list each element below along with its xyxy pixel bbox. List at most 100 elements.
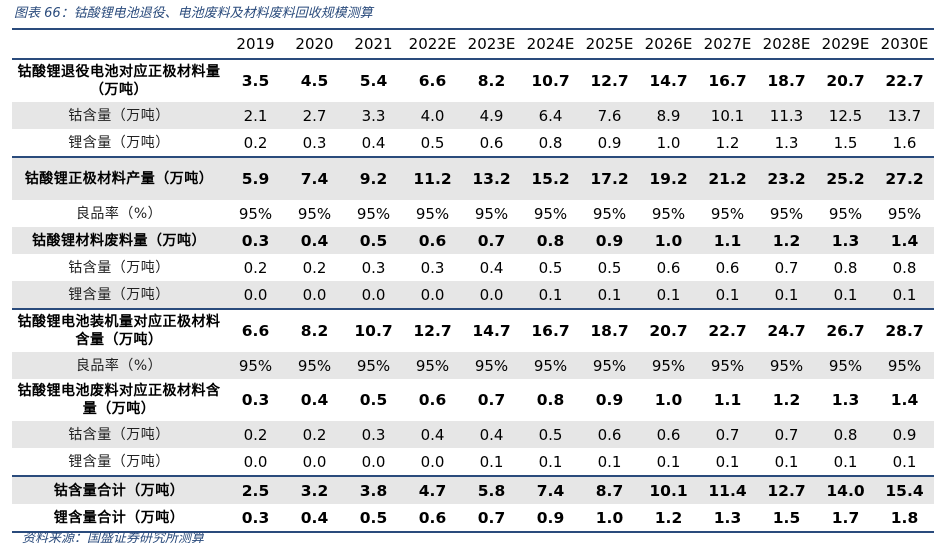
value-cell: 19.2 (639, 156, 698, 200)
value-cell: 24.7 (757, 308, 816, 352)
value-cell: 0.7 (698, 421, 757, 448)
row-label: 钴酸锂退役电池对应正极材料量（万吨） (12, 58, 226, 102)
value-cell: 26.7 (816, 308, 875, 352)
value-cell: 0.9 (521, 504, 580, 533)
value-cell: 0.1 (521, 281, 580, 309)
value-cell: 7.4 (521, 475, 580, 504)
value-cell: 0.2 (243, 133, 268, 152)
row-label: 良品率（%） (75, 205, 163, 222)
table-row: 锂含量（万吨） 0.0 0.0 0.0 0.0 0.1 0.1 0.1 0.1 0.1 0.1 0.1… (12, 448, 934, 476)
value-cell: 5.9 (226, 156, 285, 200)
value-cell: 95% (639, 352, 698, 379)
value-cell: 95% (521, 352, 580, 379)
value-cell: 5.8 (462, 475, 521, 504)
value-cell: 0.6 (403, 227, 462, 254)
value-cell: 8.2 (462, 58, 521, 102)
value-cell: 1.4 (890, 391, 919, 409)
value-cell: 0.6 (479, 133, 504, 152)
value-cell: 0.8 (538, 133, 563, 152)
table-row: 锂含量合计（万吨） 0.3 0.4 0.5 0.6 0.7 0.9 1.0 1.2 1.3 1.5 1… (12, 504, 934, 533)
value-cell: 3.8 (344, 475, 403, 504)
value-cell: 95% (828, 204, 863, 223)
row-label: 锂含量（万吨） (68, 134, 170, 151)
value-cell: 1.5 (833, 133, 858, 152)
year-cell: 2029E (821, 35, 870, 53)
year-cell: 2019 (236, 35, 275, 53)
year-cell: 2026E (644, 35, 693, 53)
value-cell: 12.7 (757, 475, 816, 504)
value-cell: 0.4 (462, 421, 521, 448)
value-cell: 0.5 (521, 421, 580, 448)
value-cell: 0.7 (477, 391, 506, 409)
value-cell: 2.1 (226, 102, 285, 129)
value-cell: 0.5 (344, 504, 403, 533)
value-cell: 95% (356, 204, 391, 223)
value-cell: 1.2 (757, 227, 816, 254)
value-cell: 0.6 (418, 391, 447, 409)
value-cell: 1.2 (715, 133, 740, 152)
value-cell: 20.7 (816, 58, 875, 102)
value-cell: 0.7 (462, 227, 521, 254)
value-cell: 95% (651, 204, 686, 223)
value-cell: 8.7 (580, 475, 639, 504)
value-cell: 0.7 (774, 258, 799, 277)
value-cell: 0.8 (521, 227, 580, 254)
table-row: 钴含量（万吨） 0.2 0.2 0.3 0.3 0.4 0.5 0.5 0.6 0.6 0.7 0.8… (12, 254, 934, 281)
value-cell: 0.1 (698, 281, 757, 309)
row-label: 良品率（%） (12, 352, 226, 379)
value-cell: 0.3 (302, 133, 327, 152)
value-cell: 16.7 (521, 308, 580, 352)
table-row: 良品率（%） 95% 95% 95% 95% 95% 95% 95% 95% 95% 95% 95% 9… (12, 200, 934, 227)
value-cell: 1.7 (816, 504, 875, 533)
value-cell: 5.4 (344, 58, 403, 102)
value-cell: 3.3 (344, 102, 403, 129)
value-cell: 0.1 (816, 281, 875, 309)
value-cell: 95% (592, 204, 627, 223)
value-cell: 0.8 (892, 258, 917, 277)
table-row: 钴酸锂电池废料对应正极材料含量（万吨） 0.3 0.4 0.5 0.6 0.7 0.8 0.9… (12, 379, 934, 421)
row-label: 锂含量合计（万吨） (12, 504, 226, 533)
value-cell: 95% (769, 204, 804, 223)
value-cell: 1.3 (774, 133, 799, 152)
header-label-cell (12, 30, 226, 59)
value-cell: 3.2 (285, 475, 344, 504)
table-row: 锂含量（万吨） 0.0 0.0 0.0 0.0 0.0 0.1 0.1 0.1 0.1 0.1 0.1… (12, 281, 934, 309)
value-cell: 95% (403, 352, 462, 379)
value-cell: 15.2 (521, 156, 580, 200)
value-cell: 12.5 (816, 102, 875, 129)
value-cell: 1.1 (698, 227, 757, 254)
row-label: 锂含量（万吨） (68, 453, 170, 470)
value-cell: 13.2 (462, 156, 521, 200)
value-cell: 0.4 (361, 133, 386, 152)
value-cell: 22.7 (698, 308, 757, 352)
value-cell: 95% (462, 352, 521, 379)
value-cell: 1.0 (654, 391, 683, 409)
value-cell: 95% (757, 352, 816, 379)
value-cell: 95% (474, 204, 509, 223)
value-cell: 0.0 (302, 452, 327, 471)
value-cell: 10.1 (698, 102, 757, 129)
value-cell: 12.7 (403, 308, 462, 352)
value-cell: 95% (344, 352, 403, 379)
value-cell: 0.6 (639, 421, 698, 448)
value-cell: 0.0 (420, 452, 445, 471)
value-cell: 0.2 (285, 421, 344, 448)
value-cell: 1.0 (580, 504, 639, 533)
value-cell: 0.5 (359, 391, 388, 409)
value-cell: 28.7 (875, 308, 934, 352)
value-cell: 95% (285, 352, 344, 379)
year-cell: 2023E (467, 35, 516, 53)
value-cell: 6.4 (521, 102, 580, 129)
year-cell: 2025E (585, 35, 634, 53)
top-rule (12, 28, 934, 30)
value-cell: 6.6 (226, 308, 285, 352)
value-cell: 0.3 (420, 258, 445, 277)
value-cell: 95% (816, 352, 875, 379)
value-cell: 0.4 (300, 391, 329, 409)
value-cell: 95% (580, 352, 639, 379)
row-label: 钴酸锂正极材料产量（万吨） (12, 156, 226, 200)
value-cell: 8.9 (639, 102, 698, 129)
value-cell: 0.6 (656, 258, 681, 277)
value-cell: 4.7 (403, 475, 462, 504)
table-row: 钴含量（万吨） 2.1 2.7 3.3 4.0 4.9 6.4 7.6 8.9 10.1 11.3 1… (12, 102, 934, 129)
